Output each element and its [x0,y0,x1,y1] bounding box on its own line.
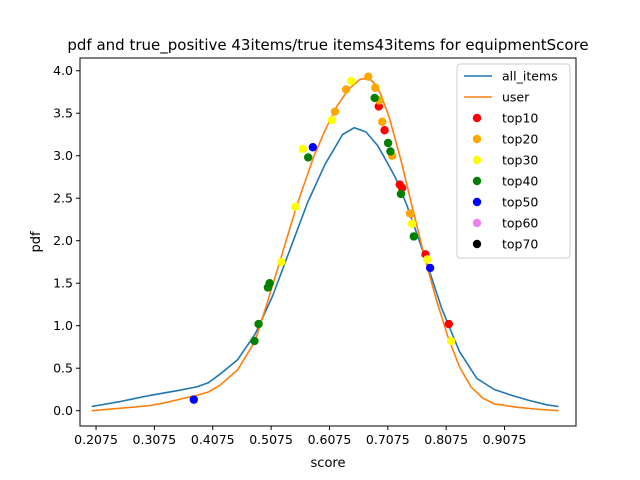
legend-swatch-top60 [472,218,482,228]
point-top30 [327,115,337,125]
legend-swatch-top40 [472,176,482,186]
legend-label-top50: top50 [502,195,538,210]
point-top40 [254,319,263,329]
x-axis-label: score [311,456,346,471]
chart-title: pdf and true_positive 43items/true items… [67,36,588,55]
point-top50 [425,263,435,273]
point-top20 [364,72,373,81]
x-axis: 0.2075 0.3075 0.4075 0.5075 0.6075 0.7075 0.80… [74,426,526,447]
y-tick-label: 0.0 [53,403,73,418]
legend-swatch-top20 [472,134,482,144]
point-top40 [409,232,418,241]
point-top40 [386,147,395,156]
x-tick-label: 0.3075 [133,432,177,447]
legend-label-top40: top40 [502,174,538,189]
series-line-all-items [91,126,559,408]
point-top30 [446,336,456,346]
series-lines [91,77,559,412]
y-tick-label: 3.0 [53,148,73,163]
point-top10 [444,319,453,329]
point-top40 [383,138,393,148]
point-top30 [298,144,308,154]
x-tick-label: 0.5075 [249,432,293,447]
point-top10 [380,126,389,135]
legend-label-top10: top10 [502,111,538,126]
point-top50 [308,143,318,152]
point-top20 [406,209,415,218]
legend-swatch-top70 [472,239,482,249]
series-points [189,72,456,404]
legend-label-user: user [502,90,530,105]
point-top30 [291,202,300,211]
x-tick-label: 0.7075 [366,432,410,447]
legend-label-top70: top70 [502,237,538,252]
point-top40 [370,93,379,103]
y-axis: 0.0 0.5 1.0 1.5 2.0 2.5 3.0 3.5 4.0 [53,63,80,418]
point-top20 [341,85,351,94]
point-top30 [423,255,432,264]
y-tick-label: 0.5 [53,361,73,376]
plot-area [79,57,577,427]
point-top50 [189,395,198,404]
point-top30 [277,257,286,267]
point-top40 [265,279,274,288]
point-top20 [371,83,380,92]
point-top20 [330,107,340,116]
legend-label-top30: top30 [502,153,538,168]
y-tick-label: 2.0 [53,233,73,248]
y-tick-label: 3.5 [53,106,73,121]
x-tick-label: 0.2075 [74,432,118,447]
legend-label-top20: top20 [502,132,538,147]
x-tick-label: 0.6075 [308,432,352,447]
legend-box [456,63,571,259]
point-top20 [378,117,387,126]
series-line-user [91,77,559,412]
legend-swatch-top10 [472,113,482,123]
x-tick-label: 0.9075 [483,432,527,447]
legend-label-top60: top60 [502,216,538,231]
y-tick-label: 1.5 [53,276,73,291]
x-tick-label: 0.8075 [424,432,468,447]
legend-swatch-top30 [472,155,482,165]
y-tick-label: 1.0 [53,318,73,333]
point-top40 [250,336,259,346]
y-tick-label: 4.0 [53,63,73,78]
y-tick-label: 2.5 [53,191,73,206]
legend-swatch-top50 [472,197,482,207]
point-top30 [347,76,356,86]
axes-frame [79,57,577,427]
legend-label-all-items: all_items [502,69,558,84]
x-tick-label: 0.4075 [191,432,235,447]
point-top30 [407,219,417,228]
point-top40 [396,189,406,199]
y-axis-label: pdf [29,231,44,253]
point-top40 [303,153,313,162]
